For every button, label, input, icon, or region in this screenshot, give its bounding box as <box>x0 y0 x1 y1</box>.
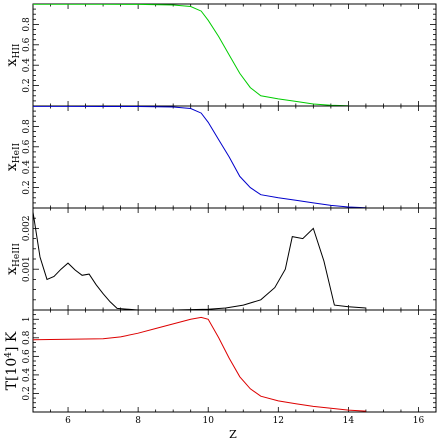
series-line-xHeII <box>33 106 366 208</box>
y-tick-label: 0.002 <box>22 216 32 242</box>
panel-frame <box>32 207 437 311</box>
x-tick-label: 12 <box>273 416 284 426</box>
y-tick-label: 0.6 <box>22 139 32 154</box>
series-line-T <box>33 316 366 412</box>
x-axis-label: Z <box>229 428 237 441</box>
y-tick-label: 0.8 <box>22 17 32 32</box>
y-tick-label: 1 <box>22 316 32 322</box>
panel-T: 0.2 0.4 0.6 0.8 1 T[104] K <box>4 309 437 413</box>
y-tick-label: 0.6 <box>22 349 32 364</box>
y-tick-label: 0.4 <box>22 367 32 382</box>
series-line-xHeIII <box>33 212 366 310</box>
y-tick-label: 0.8 <box>22 119 32 134</box>
y-tick-label: 0.2 <box>22 78 32 92</box>
x-tick-label: 14 <box>343 416 355 426</box>
x-tick-labels: 6 8 10 12 14 16 <box>65 416 424 426</box>
series-line-xHII <box>33 4 349 106</box>
panel-frame <box>32 105 437 209</box>
y-tick-label: 0.8 <box>22 330 32 345</box>
y-axis-label: xHII <box>4 43 22 66</box>
x-tick-label: 16 <box>413 416 425 426</box>
chart-panels: 0.20.40.60.8xHII0.20.40.60.8xHeII0.0010.… <box>4 3 437 413</box>
panel-frame <box>32 3 437 107</box>
y-tick-label: 0.4 <box>22 160 32 175</box>
y-tick-label: 0.6 <box>22 37 32 52</box>
y-tick-label: 0.4 <box>22 58 32 73</box>
x-tick-label: 8 <box>135 416 141 426</box>
y-axis-label: T[104] K <box>4 331 20 390</box>
y-axis-label: xHeIII <box>4 243 22 275</box>
panel-frame <box>32 309 437 413</box>
y-tick-label: 0.2 <box>22 386 32 400</box>
panel-xHII: 0.2 0.4 0.6 0.8 xHII <box>4 3 437 107</box>
y-tick-label: 0.2 <box>22 180 32 194</box>
x-tick-label: 6 <box>65 416 71 426</box>
x-tick-label: 10 <box>202 416 214 426</box>
y-axis-label: xHeII <box>4 142 22 171</box>
y-tick-label: 0.001 <box>22 256 32 282</box>
